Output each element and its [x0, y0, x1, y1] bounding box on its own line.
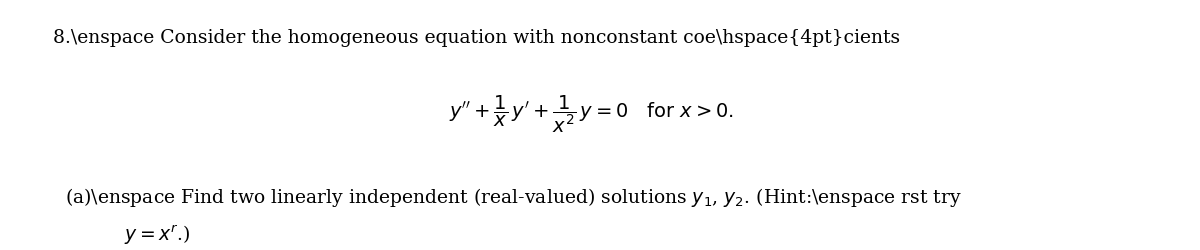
Text: $y = x^r$.): $y = x^r$.) — [124, 224, 191, 247]
Text: 8.\enspace Consider the homogeneous equation with nonconstant coe\hspace{4pt}cie: 8.\enspace Consider the homogeneous equa… — [53, 28, 900, 46]
Text: (a)\enspace Find two linearly independent (real-valued) solutions $y_1$, $y_2$. : (a)\enspace Find two linearly independen… — [65, 186, 962, 209]
Text: $y'' + \dfrac{1}{x}\, y' + \dfrac{1}{x^2}\, y = 0 \quad \text{for } x > 0.$: $y'' + \dfrac{1}{x}\, y' + \dfrac{1}{x^2… — [449, 94, 733, 135]
